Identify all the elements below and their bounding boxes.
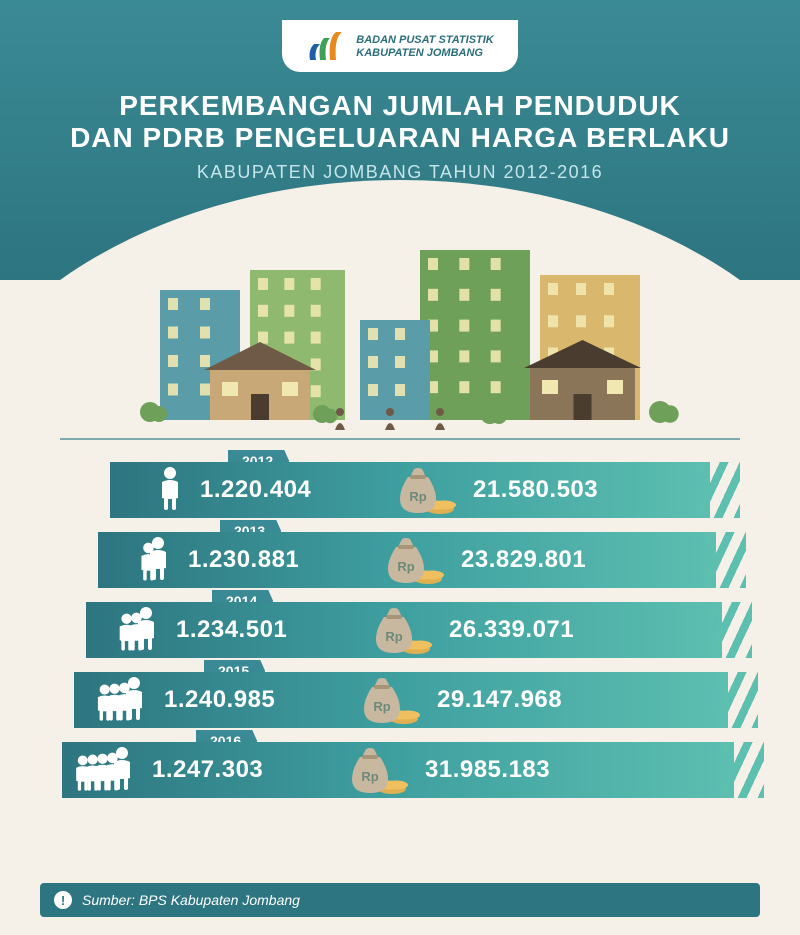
svg-text:Rp: Rp [361,769,378,784]
data-bar: 1.234.501 Rp 26.339.071 [86,602,722,658]
data-bar: 1.247.303 Rp 31.985.183 [62,742,734,798]
main-title: PERKEMBANGAN JUMLAH PENDUDUK DAN PDRB PE… [0,90,800,154]
people-icon [62,746,152,794]
population-value: 1.230.881 [188,546,373,574]
logo-text: BADAN PUSAT STATISTIK KABUPATEN JOMBANG [356,34,494,60]
svg-text:Rp: Rp [373,699,390,714]
money-bag-icon: Rp [337,745,417,795]
data-bar: 1.230.881 Rp 23.829.801 [98,532,716,588]
source-label: Sumber: [82,892,135,908]
pdrb-value: 23.829.801 [453,546,586,574]
pdrb-value: 26.339.071 [441,616,574,644]
people-icon [86,606,176,654]
data-bar: 1.240.985 Rp 29.147.968 [74,672,728,728]
data-rows: 2012 1.220.404 Rp 21.580.5032013 [0,462,800,798]
footer-source: ! Sumber: BPS Kabupaten Jombang [40,883,760,917]
pdrb-value: 21.580.503 [465,476,598,504]
svg-text:Rp: Rp [385,629,402,644]
city-illustration [60,240,740,440]
money-bag-icon: Rp [385,465,465,515]
data-row: 2012 1.220.404 Rp 21.580.503 [50,462,750,518]
money-bag-icon: Rp [349,675,429,725]
population-value: 1.247.303 [152,756,337,784]
logo-line2: KABUPATEN JOMBANG [356,47,494,60]
svg-text:Rp: Rp [409,489,426,504]
header: BADAN PUSAT STATISTIK KABUPATEN JOMBANG … [0,0,800,280]
svg-text:Rp: Rp [397,559,414,574]
pdrb-value: 29.147.968 [429,686,562,714]
population-value: 1.240.985 [164,686,349,714]
money-bag-icon: Rp [373,535,453,585]
infographic-page: BADAN PUSAT STATISTIK KABUPATEN JOMBANG … [0,0,800,935]
logo-line1: BADAN PUSAT STATISTIK [356,34,494,47]
divider [60,438,740,440]
data-row: 2013 1.230.881 Rp 23.829.801 [50,532,750,588]
population-value: 1.220.404 [200,476,385,504]
title-line2: DAN PDRB PENGELUARAN HARGA BERLAKU [40,122,760,154]
bps-logo-icon [306,30,346,64]
people-icon [98,536,188,584]
data-bar: 1.220.404 Rp 21.580.503 [110,462,710,518]
people-icon [74,676,164,724]
data-row: 2014 1.234.501 [50,602,750,658]
source-value: BPS Kabupaten Jombang [139,892,300,908]
data-row: 2015 [50,672,750,728]
pdrb-value: 31.985.183 [417,756,550,784]
title-line1: PERKEMBANGAN JUMLAH PENDUDUK [40,90,760,122]
logo-box: BADAN PUSAT STATISTIK KABUPATEN JOMBANG [282,20,518,72]
data-row: 2016 [50,742,750,798]
people-icon [110,466,200,514]
money-bag-icon: Rp [361,605,441,655]
info-icon: ! [54,891,72,909]
population-value: 1.234.501 [176,616,361,644]
city-svg [60,240,740,440]
